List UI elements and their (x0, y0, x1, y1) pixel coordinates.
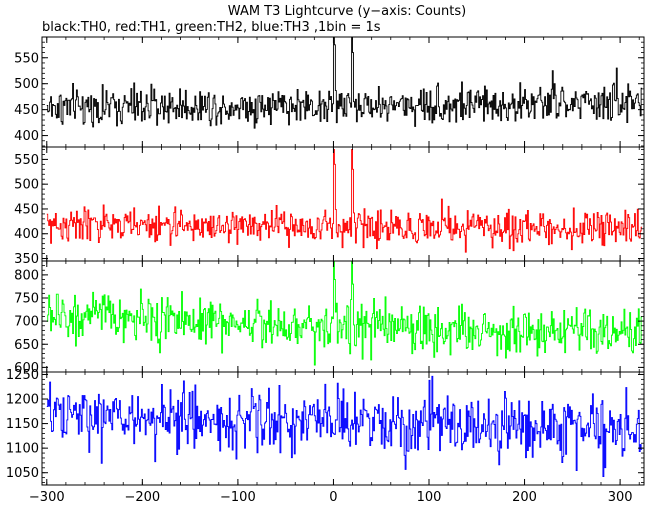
y-tick-label: 350 (14, 252, 39, 267)
y-tick-label: 400 (14, 227, 39, 242)
y-tick-label: 1250 (6, 368, 39, 383)
panel-th1: 350 400 450 500 550 (14, 146, 645, 267)
panel-th2: 600 650 700 750 800 (14, 260, 645, 376)
y-tick-label: 550 (14, 51, 39, 66)
series-th3-line (46, 375, 643, 477)
series-th0-line (46, 37, 643, 129)
x-tick-label: 100 (417, 490, 442, 505)
y-tick-label: 800 (14, 268, 39, 283)
panel-frame (41, 36, 645, 148)
x-tick-label: −300 (29, 490, 65, 505)
panel-frame (41, 260, 645, 373)
series-th1-line (46, 149, 643, 253)
y-tick-label: 1200 (6, 393, 39, 408)
y-tick-label: 1100 (6, 442, 39, 457)
x-axis: −300 −200 −100 0 100 200 300 (29, 490, 633, 505)
y-tick-label: 600 (14, 361, 39, 376)
y-tick-label: 700 (14, 315, 39, 330)
y-tick-label: 550 (14, 153, 39, 168)
y-tick-label: 500 (14, 178, 39, 193)
y-tick-label: 400 (14, 129, 39, 144)
y-tick-label: 750 (14, 292, 39, 307)
y-tick-label: 500 (14, 77, 39, 92)
y-tick-label: 450 (14, 202, 39, 217)
panel-th3: 1050 1100 1150 1200 1250 (6, 368, 645, 486)
x-tick-label: 0 (329, 490, 337, 505)
x-tick-label: −200 (124, 490, 160, 505)
series-th2-line (46, 261, 643, 366)
panels-group: 400 450 500 550 350 400 450 500 550 600 650 700 750 8… (6, 36, 645, 486)
chart-subtitle: black:TH0, red:TH1, green:TH2, blue:TH3 … (42, 20, 381, 35)
y-tick-label: 450 (14, 103, 39, 118)
x-tick-label: 200 (512, 490, 537, 505)
y-tick-label: 1150 (6, 417, 39, 432)
y-tick-label: 650 (14, 338, 39, 353)
x-tick-label: −100 (220, 490, 256, 505)
x-tick-label: 300 (608, 490, 633, 505)
chart-title: WAM T3 Lightcurve (y−axis: Counts) (228, 4, 466, 19)
panel-th0: 400 450 500 550 (14, 36, 645, 148)
y-tick-label: 1050 (6, 466, 39, 481)
